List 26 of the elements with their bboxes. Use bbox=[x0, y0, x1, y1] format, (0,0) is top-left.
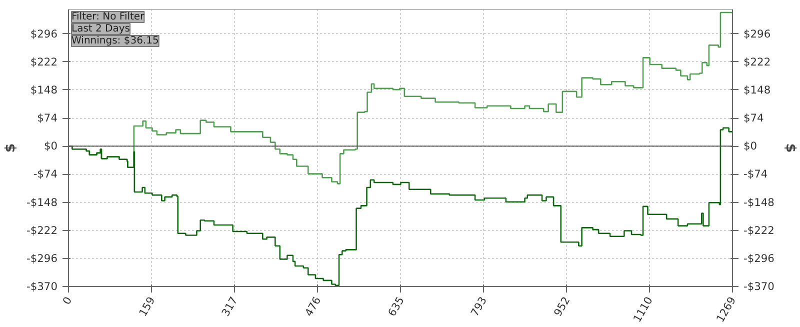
y-tick-label: $296 bbox=[30, 27, 58, 40]
y2-tick-label: -$148 bbox=[744, 196, 775, 209]
y2-tick-label: $74 bbox=[744, 112, 764, 125]
y-tick-label: $222 bbox=[30, 55, 58, 68]
y2-tick-label: $222 bbox=[744, 55, 771, 68]
annotation: Last 2 Days bbox=[72, 24, 130, 34]
annotation: Winnings: $36.15 bbox=[72, 36, 159, 46]
y2-tick-label: $0 bbox=[744, 140, 758, 153]
y2-tick-label: -$74 bbox=[744, 168, 768, 181]
y2-tick-label: -$222 bbox=[744, 224, 774, 237]
annotation: Filter: No Filter bbox=[72, 12, 146, 22]
y-tick-label: $0 bbox=[44, 140, 58, 153]
y-tick-label: $74 bbox=[37, 112, 58, 125]
y2-tick-label: $148 bbox=[744, 83, 771, 96]
y2-tick-label: -$370 bbox=[744, 280, 775, 293]
y-tick-label: -$296 bbox=[26, 252, 58, 265]
y-tick-label: $148 bbox=[30, 83, 58, 96]
y2-tick-label: $296 bbox=[744, 27, 771, 40]
y-tick-label: -$370 bbox=[26, 280, 58, 293]
y-tick-label: -$74 bbox=[33, 168, 58, 181]
y-tick-label: -$148 bbox=[26, 196, 58, 209]
y-axis-title: $ bbox=[4, 143, 19, 153]
y2-tick-label: -$296 bbox=[744, 252, 775, 265]
y2-axis-title: $ bbox=[782, 143, 798, 153]
y-tick-label: -$222 bbox=[26, 224, 58, 237]
x-tick-label: 0 bbox=[60, 294, 75, 307]
